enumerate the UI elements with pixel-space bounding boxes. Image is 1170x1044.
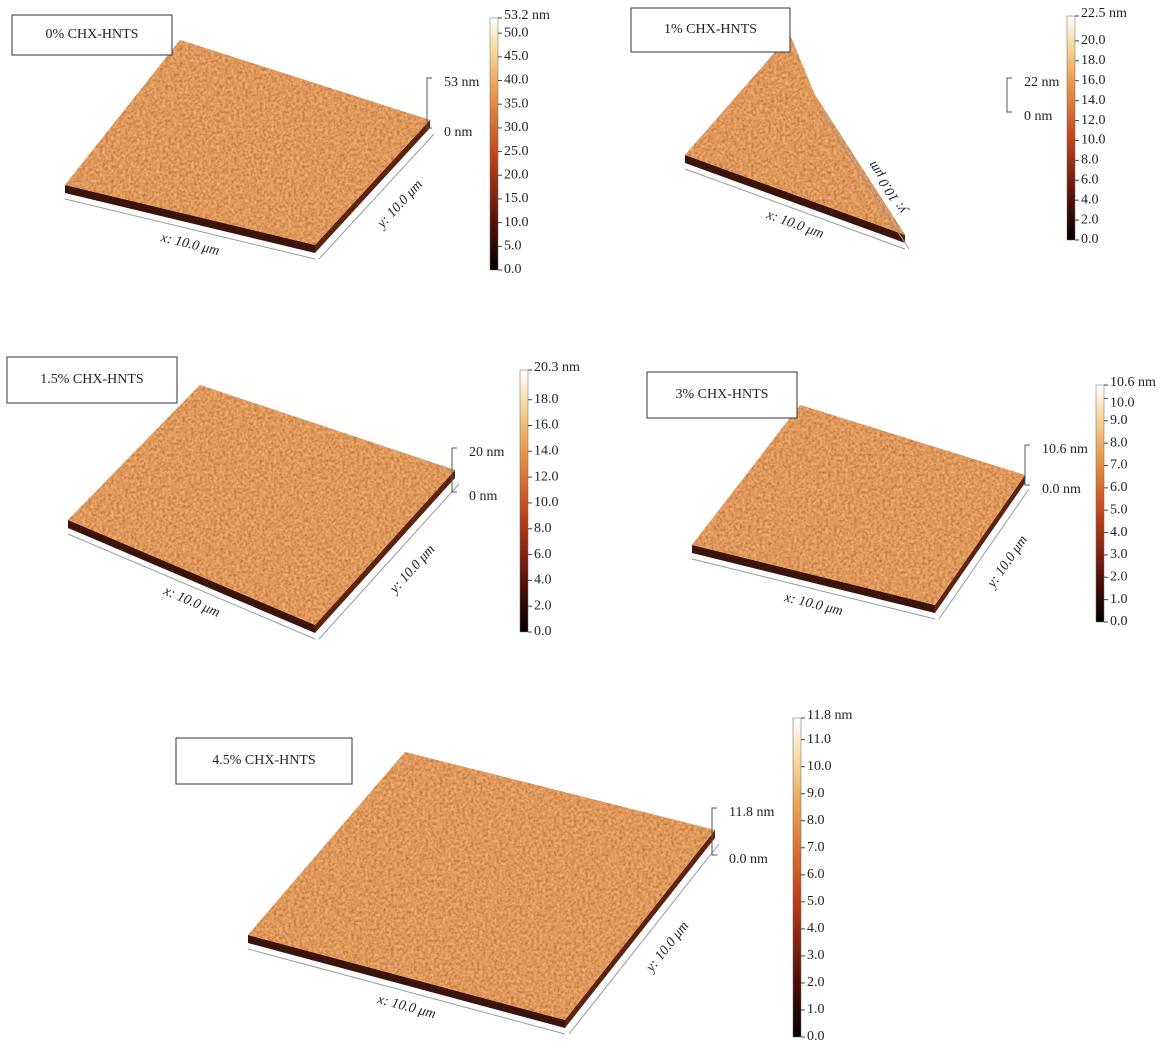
height-top-label: 53 nm bbox=[444, 75, 480, 90]
x-axis-label: x: 10.0 μm bbox=[764, 207, 826, 242]
colorbar-tick-label: 3.0 bbox=[807, 948, 825, 963]
colorbar-tick-label: 16.0 bbox=[1081, 73, 1106, 88]
colorbar-tick-label: 4.0 bbox=[534, 573, 552, 588]
colorbar-tick-label: 40.0 bbox=[504, 73, 529, 88]
colorbar-tick-label: 4.0 bbox=[1081, 192, 1099, 207]
colorbar-tick-label: 18.0 bbox=[1081, 53, 1106, 68]
colorbar-tick-label: 4.0 bbox=[807, 921, 825, 936]
colorbar-tick-label: 2.0 bbox=[534, 598, 552, 613]
colorbar-tick-label: 6.0 bbox=[1110, 480, 1128, 495]
colorbar-tick-label: 11.0 bbox=[807, 732, 831, 747]
colorbar-tick-label: 0.0 bbox=[1081, 232, 1099, 247]
colorbar-max-label: 20.3 nm bbox=[534, 360, 580, 375]
colorbar-tick-label: 4.0 bbox=[1110, 525, 1128, 540]
colorbar-tick-label: 0.0 bbox=[534, 624, 552, 639]
colorbar-max-label: 53.2 nm bbox=[504, 8, 550, 23]
colorbar-tick-label: 18.0 bbox=[534, 392, 559, 407]
colorbar-tick-label: 12.0 bbox=[534, 469, 559, 484]
colorbar-tick-label: 50.0 bbox=[504, 25, 529, 40]
figure: x: 10.0 μm y: 10.0 μm 0% CHX-HNTS 53 nm 0 nm… bbox=[0, 0, 1170, 1044]
panel-label: 1% CHX-HNTS bbox=[664, 22, 757, 37]
colorbar-tick-label: 10.0 bbox=[807, 759, 832, 774]
colorbar-tick-label: 7.0 bbox=[1110, 458, 1128, 473]
colorbar-tick-label: 20.0 bbox=[1081, 33, 1106, 48]
colorbar-tick-label: 1.0 bbox=[807, 1002, 825, 1017]
panel-label: 1.5% CHX-HNTS bbox=[40, 372, 143, 387]
y-axis-label: y: 10.0 μm bbox=[373, 177, 426, 232]
colorbar-tick-label: 3.0 bbox=[1110, 547, 1128, 562]
colorbar-tick-label: 8.0 bbox=[807, 813, 825, 828]
colorbar-tick-label: 5.0 bbox=[504, 239, 522, 254]
colorbar-max-label: 11.8 nm bbox=[807, 708, 852, 723]
colorbar-tick-label: 9.0 bbox=[807, 786, 825, 801]
colorbar-tick-label: 2.0 bbox=[807, 975, 825, 990]
colorbar-tick-label: 9.0 bbox=[1110, 413, 1128, 428]
afm-panel: x: 10.0 μmy: 10.0 μm0% CHX-HNTS53 nm0 nm… bbox=[12, 8, 550, 277]
colorbar bbox=[1096, 385, 1104, 622]
y-axis-label: y: 10.0 μm bbox=[984, 533, 1031, 592]
afm-texture bbox=[692, 405, 1025, 605]
height-top-label: 22 nm bbox=[1024, 75, 1060, 90]
colorbar-tick-label: 10.0 bbox=[1081, 133, 1106, 148]
colorbar-tick-label: 15.0 bbox=[504, 191, 529, 206]
height-bottom-label: 0 nm bbox=[444, 125, 473, 140]
colorbar-tick-label: 25.0 bbox=[504, 144, 529, 159]
colorbar bbox=[793, 718, 801, 1037]
colorbar-tick-label: 6.0 bbox=[807, 867, 825, 882]
height-bottom-label: 0 nm bbox=[1024, 109, 1053, 124]
colorbar-tick-label: 2.0 bbox=[1081, 212, 1099, 227]
colorbar bbox=[1067, 16, 1075, 240]
colorbar-tick-label: 8.0 bbox=[1110, 435, 1128, 450]
colorbar-max-label: 10.6 nm bbox=[1110, 375, 1156, 390]
colorbar-tick-label: 10.0 bbox=[504, 215, 529, 230]
colorbar-tick-label: 6.0 bbox=[534, 547, 552, 562]
colorbar-tick-label: 45.0 bbox=[504, 49, 529, 64]
colorbar-tick-label: 7.0 bbox=[807, 840, 825, 855]
colorbar-tick-label: 20.0 bbox=[504, 167, 529, 182]
height-bottom-label: 0 nm bbox=[469, 489, 498, 504]
height-top-label: 10.6 nm bbox=[1042, 442, 1088, 457]
colorbar bbox=[520, 370, 528, 632]
colorbar-tick-label: 5.0 bbox=[807, 894, 825, 909]
height-top-label: 20 nm bbox=[469, 445, 505, 460]
colorbar-tick-label: 2.0 bbox=[1110, 570, 1128, 585]
colorbar-tick-label: 16.0 bbox=[534, 418, 559, 433]
y-axis-label: y: 10.0 μm bbox=[386, 542, 438, 598]
colorbar-tick-label: 12.0 bbox=[1081, 113, 1106, 128]
colorbar-tick-label: 6.0 bbox=[1081, 172, 1099, 187]
colorbar-tick-label: 10.0 bbox=[1110, 396, 1135, 411]
height-bracket bbox=[1007, 78, 1012, 112]
colorbar-tick-label: 8.0 bbox=[1081, 153, 1099, 168]
colorbar-tick-label: 14.0 bbox=[534, 444, 559, 459]
height-bottom-label: 0.0 nm bbox=[1042, 482, 1081, 497]
height-top-label: 11.8 nm bbox=[729, 805, 774, 820]
colorbar-tick-label: 35.0 bbox=[504, 96, 529, 111]
panel-label: 3% CHX-HNTS bbox=[676, 387, 769, 402]
colorbar-tick-label: 10.0 bbox=[534, 495, 559, 510]
colorbar-max-label: 22.5 nm bbox=[1081, 6, 1127, 21]
panel-label: 4.5% CHX-HNTS bbox=[212, 753, 315, 768]
colorbar-tick-label: 14.0 bbox=[1081, 93, 1106, 108]
x-axis-label: x: 10.0 μm bbox=[375, 992, 437, 1022]
colorbar bbox=[490, 18, 498, 270]
height-bottom-label: 0.0 nm bbox=[729, 852, 768, 867]
afm-panel: x: 10.0 μm y: 10.0 μm 4.5% CHX-HNTS 11.8 nm… bbox=[176, 708, 852, 1044]
afm-texture bbox=[685, 35, 905, 235]
afm-texture bbox=[65, 40, 430, 245]
colorbar-tick-label: 0.0 bbox=[504, 262, 522, 277]
afm-texture bbox=[248, 752, 715, 1020]
colorbar-tick-label: 1.0 bbox=[1110, 592, 1128, 607]
height-bracket bbox=[1025, 445, 1030, 485]
panel-label: 0% CHX-HNTS bbox=[46, 27, 139, 42]
colorbar-tick-label: 0.0 bbox=[807, 1029, 825, 1044]
y-axis-label: y: 10.0 μm bbox=[642, 919, 692, 977]
colorbar-tick-label: 30.0 bbox=[504, 120, 529, 135]
colorbar-tick-label: 8.0 bbox=[534, 521, 552, 536]
colorbar-tick-label: 5.0 bbox=[1110, 502, 1128, 517]
colorbar-tick-label: 0.0 bbox=[1110, 614, 1128, 629]
